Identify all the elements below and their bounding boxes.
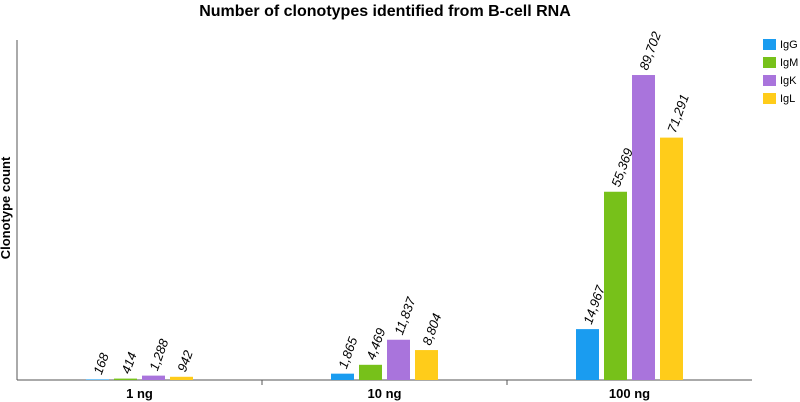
y-axis-label: Clonotype count [0, 156, 13, 259]
legend-swatch-igl [763, 93, 776, 104]
legend-label-igl: IgL [780, 93, 795, 105]
legend: IgG IgM IgK IgL [763, 39, 798, 105]
data-label-igk-1-ng: 1,288 [146, 336, 171, 372]
bar-igm-1-ng [114, 378, 137, 380]
data-label-igk-100-ng: 89,702 [636, 29, 664, 72]
bar-igl-10-ng [415, 350, 438, 380]
data-label-igg-10-ng: 1,865 [335, 334, 360, 370]
bar-igk-10-ng [387, 339, 410, 380]
bar-igk-100-ng [632, 75, 655, 381]
data-label-igl-10-ng: 8,804 [419, 311, 444, 347]
data-label-igk-10-ng: 11,837 [391, 294, 419, 336]
bar-igm-10-ng [359, 364, 382, 380]
data-label-igg-100-ng: 14,967 [580, 283, 608, 326]
bar-igk-1-ng [142, 375, 165, 380]
x-tick-label-100-ng: 100 ng [609, 386, 650, 401]
data-label-igl-1-ng: 942 [174, 348, 196, 374]
data-label-igm-1-ng: 414 [118, 350, 140, 376]
x-tick-label-1-ng: 1 ng [126, 386, 153, 401]
data-label-igm-100-ng: 55,369 [608, 146, 636, 188]
bar-igg-100-ng [576, 329, 599, 380]
bar-igg-1-ng [86, 379, 109, 380]
bar-igg-10-ng [331, 373, 354, 380]
x-ticks-group: 1 ng 10 ng 100 ng [126, 380, 650, 401]
bar-igm-100-ng [604, 191, 627, 380]
x-tick-label-10-ng: 10 ng [368, 386, 402, 401]
bar-igl-100-ng [660, 137, 683, 380]
legend-label-igm: IgM [780, 57, 798, 69]
data-label-igl-100-ng: 71,291 [664, 92, 692, 134]
legend-label-igk: IgK [780, 75, 797, 87]
legend-swatch-igk [763, 75, 776, 86]
bar-igl-1-ng [170, 376, 193, 380]
legend-label-igg: IgG [780, 39, 798, 51]
legend-swatch-igm [763, 57, 776, 68]
data-label-igm-10-ng: 4,469 [363, 326, 388, 362]
chart-title: Number of clonotypes identified from B-c… [199, 3, 571, 20]
legend-swatch-igg [763, 39, 776, 50]
data-label-igg-1-ng: 168 [90, 350, 112, 376]
